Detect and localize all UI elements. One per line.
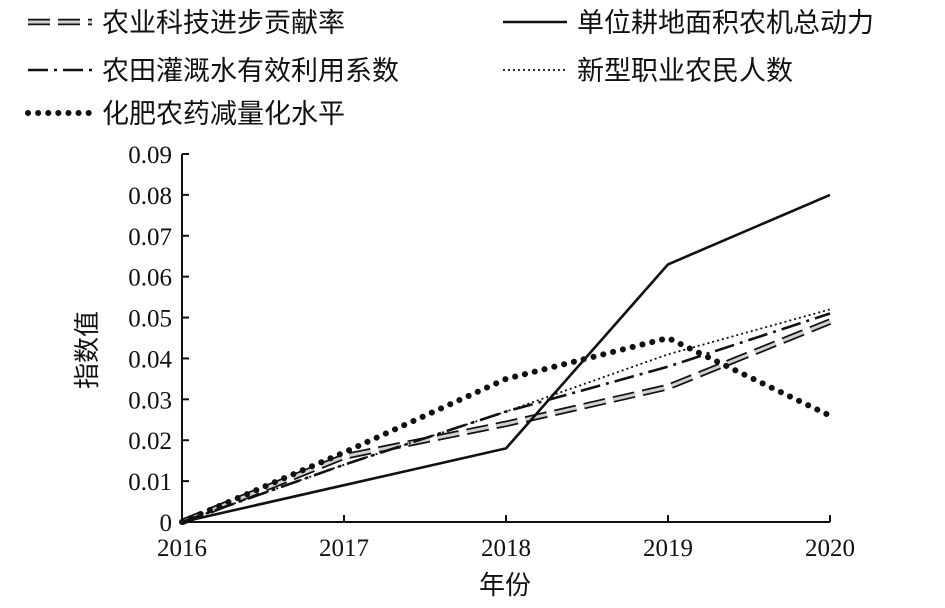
series-line-outline — [180, 318, 832, 526]
series-line — [179, 335, 833, 525]
legend-item: 单位耕地面积农机总动力 — [503, 8, 874, 39]
legend-item: 新型职业农民人数 — [503, 56, 793, 87]
y-tick-label: 0.05 — [128, 306, 172, 333]
axes — [181, 153, 831, 523]
legend-item: 化肥农药减量化水平 — [25, 99, 345, 130]
series-line — [181, 308, 831, 523]
legend-label: 农业科技进步贡献率 — [102, 8, 345, 39]
x-axis-title: 年份 — [479, 571, 531, 601]
legend-label: 农田灌溉水有效利用系数 — [102, 56, 399, 87]
y-tick-label: 0.07 — [128, 224, 172, 251]
y-tick-label: 0.08 — [128, 183, 172, 210]
y-tick-label: 0.01 — [128, 469, 172, 496]
x-tick-label: 2020 — [805, 535, 855, 562]
x-tick-label: 2016 — [157, 535, 207, 562]
y-tick-label: 0.02 — [128, 428, 172, 455]
y-tick-label: 0.04 — [128, 346, 172, 373]
y-tick-label: 0.09 — [128, 142, 172, 169]
y-axis-title: 指数值 — [73, 311, 103, 389]
series-line — [181, 193, 831, 524]
x-tick-label: 2018 — [481, 535, 531, 562]
legend-item: 农业科技进步贡献率 — [28, 8, 345, 39]
y-tick-label: 0.06 — [128, 265, 172, 292]
series-line — [181, 312, 831, 524]
tick-labels: 0 0.01 0.02 0.03 0.04 0.05 0.06 0.07 0.08 0.09 201… — [128, 142, 855, 562]
y-tick-label: 0 — [160, 510, 173, 537]
y-tick-label: 0.03 — [128, 387, 172, 414]
legend-item: 农田灌溉水有效利用系数 — [28, 56, 399, 87]
x-tick-label: 2019 — [643, 535, 693, 562]
legend-label: 新型职业农民人数 — [577, 56, 793, 87]
legend-label: 单位耕地面积农机总动力 — [577, 8, 874, 39]
x-tick-label: 2017 — [319, 535, 369, 562]
series-line — [181, 320, 831, 524]
series-lines — [179, 193, 833, 526]
legend-label: 化肥农药减量化水平 — [102, 99, 345, 130]
